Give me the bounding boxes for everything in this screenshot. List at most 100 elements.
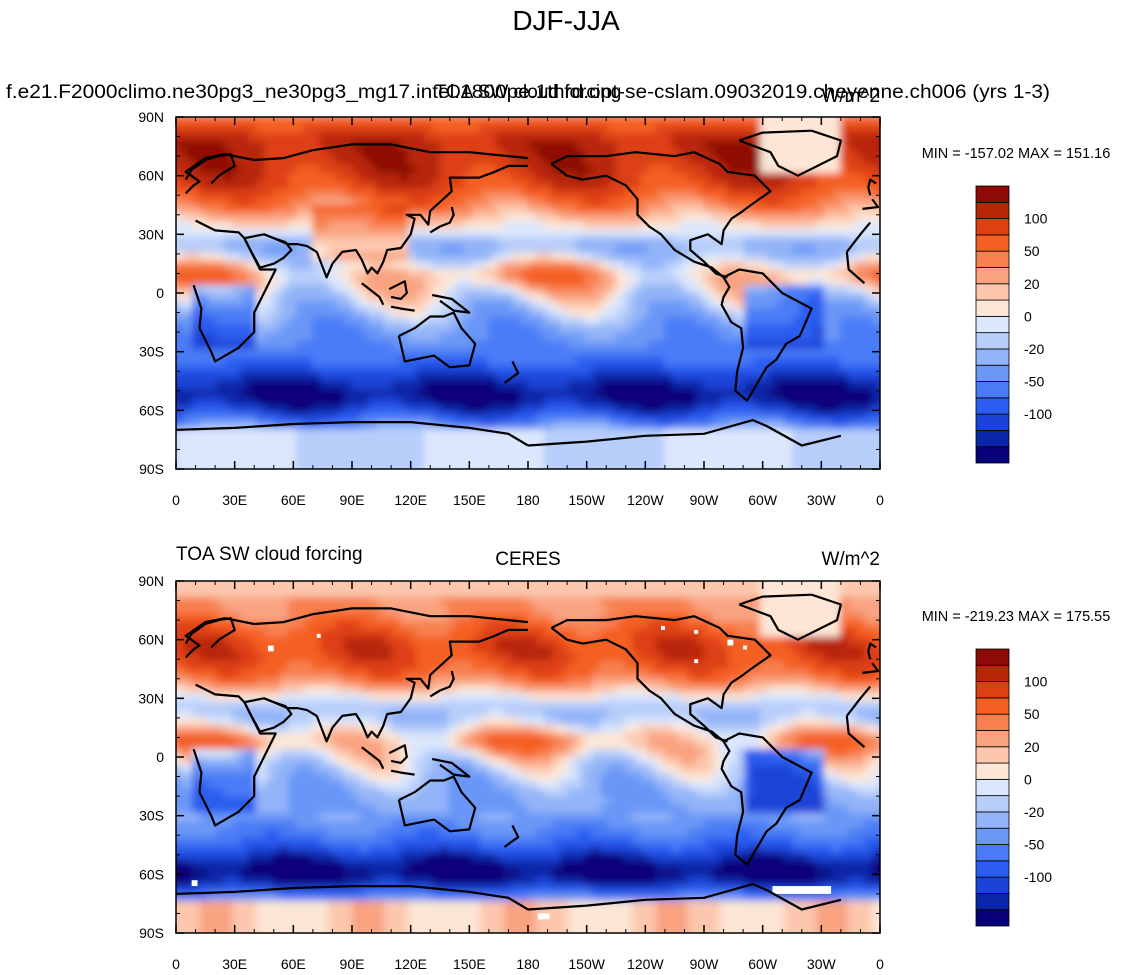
field-cell <box>480 357 489 366</box>
field-cell <box>520 437 529 446</box>
field-cell <box>544 605 553 614</box>
field-cell <box>480 349 489 358</box>
field-cell <box>216 597 225 606</box>
field-cell <box>664 445 673 454</box>
field-cell <box>488 229 497 238</box>
field-cell <box>672 397 681 406</box>
field-cell <box>352 597 361 606</box>
field-cell <box>376 413 385 422</box>
field-cell <box>768 381 777 390</box>
field-cell <box>400 613 409 622</box>
field-cell <box>296 133 305 142</box>
field-cell <box>880 421 889 430</box>
field-cell <box>280 581 289 590</box>
field-cell <box>696 597 705 606</box>
field-cell <box>480 429 489 438</box>
field-cell <box>344 317 353 326</box>
field-cell <box>312 341 321 350</box>
field-cell <box>480 229 489 238</box>
field-cell <box>616 589 625 598</box>
field-cell <box>736 453 745 462</box>
field-cell <box>344 461 353 469</box>
field-cell <box>544 621 553 630</box>
field-cell <box>824 149 833 158</box>
field-cell <box>680 189 689 198</box>
field-cell <box>432 405 441 414</box>
field-cell <box>224 357 233 366</box>
field-cell <box>584 325 593 334</box>
field-cell <box>776 613 785 622</box>
field-cell <box>368 245 377 254</box>
x-tick-label: 90W <box>690 492 720 508</box>
field-cell <box>384 445 393 454</box>
field-cell <box>848 341 857 350</box>
field-cell <box>808 229 817 238</box>
field-cell <box>424 197 433 206</box>
field-cell <box>336 261 345 270</box>
field-cell <box>712 181 721 190</box>
field-cell <box>264 317 273 326</box>
field-cell <box>568 237 577 246</box>
field-cell <box>200 181 209 190</box>
field-cell <box>376 613 385 622</box>
field-cell <box>392 413 401 422</box>
field-cell <box>256 317 265 326</box>
field-cell <box>728 349 737 358</box>
field-cell <box>304 213 313 222</box>
field-cell <box>784 349 793 358</box>
field-cell <box>528 621 537 630</box>
field-cell <box>288 317 297 326</box>
field-cell <box>312 205 321 214</box>
field-cell <box>408 117 417 126</box>
field-cell <box>792 237 801 246</box>
field-cell <box>712 205 721 214</box>
field-cell <box>248 149 257 158</box>
field-cell <box>232 277 241 286</box>
field-cell <box>432 453 441 462</box>
field-cell <box>584 581 593 590</box>
field-cell <box>336 125 345 134</box>
field-cell <box>784 189 793 198</box>
field-cell <box>504 349 513 358</box>
field-cell <box>216 317 225 326</box>
field-cell <box>696 165 705 174</box>
field-cell <box>464 277 473 286</box>
field-cell <box>544 333 553 342</box>
field-cell <box>432 373 441 382</box>
field-cell <box>512 333 521 342</box>
field-cell <box>672 277 681 286</box>
field-cell <box>264 237 273 246</box>
x-tick-label: 180 <box>516 492 540 508</box>
field-cell <box>672 365 681 374</box>
field-cell <box>224 429 233 438</box>
field-cell <box>552 389 561 398</box>
field-cell <box>632 293 641 302</box>
field-cell <box>560 309 569 318</box>
field-cell <box>824 445 833 454</box>
field-cell <box>552 189 561 198</box>
field-cell <box>792 221 801 230</box>
field-cell <box>752 405 761 414</box>
field-cell <box>624 461 633 469</box>
field-cell <box>680 333 689 342</box>
field-cell <box>232 605 241 614</box>
field-cell <box>712 613 721 622</box>
field-cell <box>232 597 241 606</box>
field-cell <box>616 341 625 350</box>
field-cell <box>800 125 809 134</box>
field-cell <box>592 365 601 374</box>
field-cell <box>784 165 793 174</box>
field-cell <box>296 197 305 206</box>
field-cell <box>352 469 361 478</box>
field-cell <box>312 413 321 422</box>
field-cell <box>296 357 305 366</box>
field-cell <box>560 165 569 174</box>
field-cell <box>512 221 521 230</box>
field-cell <box>640 597 649 606</box>
field-cell <box>872 397 880 406</box>
field-cell <box>840 597 849 606</box>
field-cell <box>752 589 761 598</box>
field-cell <box>392 301 401 310</box>
field-cell <box>192 165 201 174</box>
field-cell <box>344 253 353 262</box>
